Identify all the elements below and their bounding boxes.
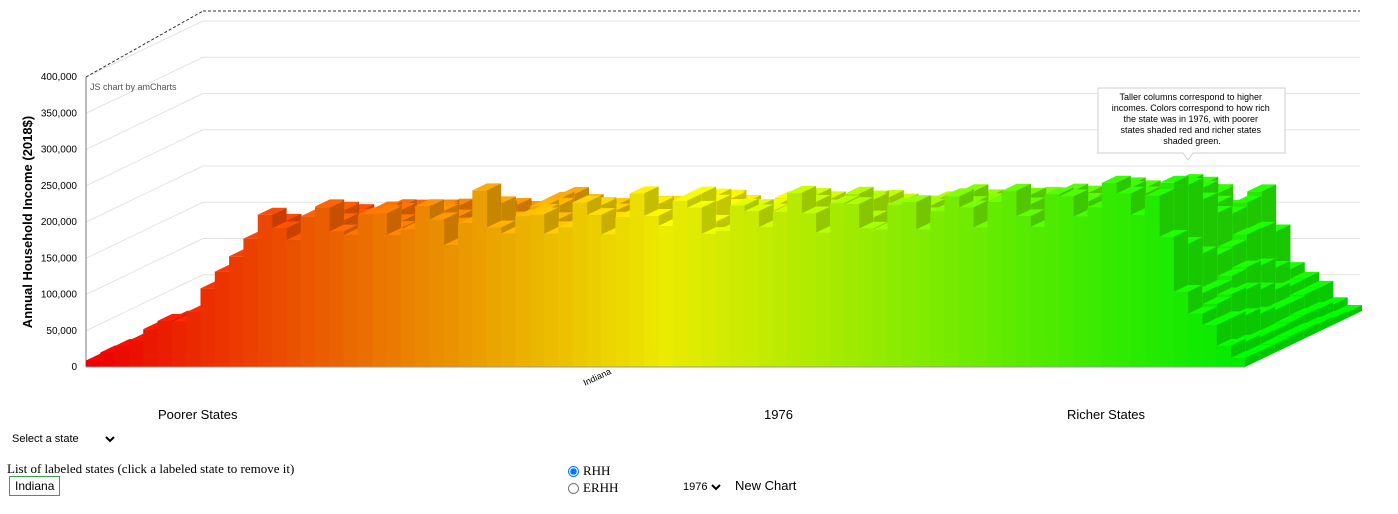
labeled-states-list-label: List of labeled states (click a labeled … <box>7 461 295 476</box>
bars-layer <box>86 174 1362 368</box>
radio-row-rhh: RHH <box>568 463 610 479</box>
grid-diagonal <box>85 274 204 332</box>
y-tick-label: 0 <box>71 362 77 373</box>
y-tick-label: 350,000 <box>41 108 78 119</box>
income-3d-column-chart: 0 50,000 100,000 150,000 200,000 250,000 300,0… <box>20 10 1362 388</box>
rhh-radio[interactable] <box>568 465 579 477</box>
y-tick-label: 250,000 <box>41 181 78 192</box>
axis-label-poorer: Poorer States <box>158 407 238 422</box>
column-bar <box>1230 351 1260 367</box>
grid-diagonal <box>85 238 204 295</box>
tooltip-line-1: Taller columns correspond to higher <box>1119 92 1262 102</box>
tooltip-line-2: incomes. Colors correspond to how rich <box>1112 103 1270 113</box>
year-select[interactable]: 1976 <box>679 479 724 495</box>
y-tick-label: 100,000 <box>41 290 78 301</box>
grid-diagonal <box>85 93 204 150</box>
grid-diagonal <box>85 56 204 114</box>
y-axis-title: Annual Household Income (2018$) <box>20 116 35 328</box>
tooltip-line-5: shaded green. <box>1163 136 1221 146</box>
new-chart-button[interactable]: New Chart <box>735 478 797 493</box>
erhh-radio-label: ERHH <box>583 480 619 495</box>
y-tick-label: 400,000 <box>41 72 78 83</box>
y-tick-label: 50,000 <box>46 326 77 337</box>
grid-diagonal <box>85 20 204 78</box>
labeled-state-chip[interactable]: Indiana <box>9 476 61 496</box>
y-tick-label: 200,000 <box>41 217 78 228</box>
grid-diagonal <box>85 165 204 223</box>
radio-row-erhh: ERHH <box>568 480 618 496</box>
rhh-radio-label: RHH <box>583 463 611 478</box>
axis-label-year: 1976 <box>764 407 793 422</box>
y-axis-labels: 0 50,000 100,000 150,000 200,000 250,000 300,0… <box>41 72 78 373</box>
axis-label-richer: Richer States <box>1067 407 1146 422</box>
state-select[interactable]: Select a state <box>8 431 118 447</box>
tooltip-box <box>1097 87 1286 161</box>
erhh-radio[interactable] <box>568 482 579 494</box>
y-tick-label: 300,000 <box>41 145 78 156</box>
amcharts-credit[interactable]: JS chart by amCharts <box>90 82 177 92</box>
frame-top-diagonal <box>85 10 204 78</box>
grid-diagonal <box>85 201 204 259</box>
chart-tooltip: Taller columns correspond to higher inco… <box>1097 87 1286 161</box>
category-label-indiana: Indiana <box>582 366 613 388</box>
y-tick-label: 150,000 <box>41 253 78 264</box>
grid-diagonal <box>85 129 204 187</box>
svg-text:Taller columns correspond to h: Taller columns correspond to higher inco… <box>1112 92 1273 146</box>
tooltip-line-3: the state was in 1976, with poorer <box>1123 114 1258 124</box>
tooltip-line-4: states shaded red and richer states <box>1120 125 1261 135</box>
